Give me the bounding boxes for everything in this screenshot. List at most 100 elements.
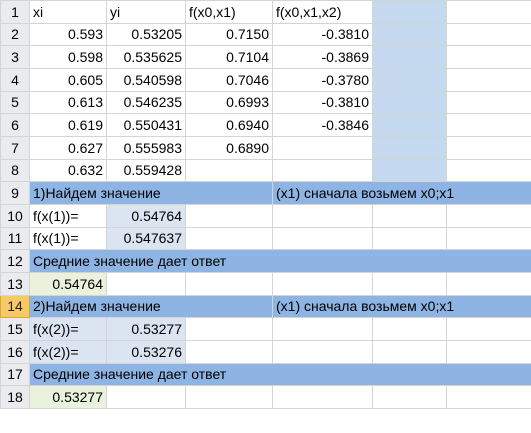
row-header[interactable]: 11	[0, 226, 30, 251]
cell-b15[interactable]: 0.53277	[106, 317, 186, 341]
cell-f15[interactable]	[446, 317, 531, 341]
cell-c11[interactable]	[185, 226, 273, 251]
cell-f16[interactable]	[446, 339, 531, 364]
cell-b8[interactable]: 0.559428	[106, 158, 186, 183]
cell-d16[interactable]	[272, 339, 373, 364]
row-header[interactable]: 2	[0, 22, 30, 47]
row-header[interactable]: 4	[0, 67, 30, 92]
cell-e8[interactable]	[372, 158, 447, 183]
cell-d18[interactable]	[272, 385, 373, 409]
cell-e2[interactable]	[372, 22, 447, 47]
cell-a2[interactable]: 0.593	[29, 22, 107, 47]
cell-a8[interactable]: 0.632	[29, 158, 107, 183]
cell-c18[interactable]	[185, 385, 273, 409]
row-header[interactable]: 3	[0, 45, 30, 69]
cell-e4[interactable]	[372, 67, 447, 92]
cell-c4[interactable]: 0.7046	[185, 67, 273, 92]
cell-e6[interactable]	[372, 113, 447, 137]
average-label-1[interactable]: Средние значение дает ответ	[29, 249, 531, 273]
cell-e16[interactable]	[372, 339, 447, 364]
cell-c15[interactable]	[185, 317, 273, 341]
cell-e13[interactable]	[372, 271, 447, 296]
cell-a5[interactable]: 0.613	[29, 90, 107, 115]
section-title-2[interactable]: 2)Найдем значение	[29, 294, 273, 319]
cell-d15[interactable]	[272, 317, 373, 341]
cell-a11[interactable]: f(x(1))=	[29, 226, 107, 251]
cell-c2[interactable]: 0.7150	[185, 22, 273, 47]
cell-a3[interactable]: 0.598	[29, 45, 107, 69]
cell-b18[interactable]	[106, 385, 186, 409]
row-header[interactable]: 12	[0, 249, 30, 273]
cell-b3[interactable]: 0.535625	[106, 45, 186, 69]
cell-a7[interactable]: 0.627	[29, 135, 107, 160]
cell-c13[interactable]	[185, 271, 273, 296]
cell-f2[interactable]	[446, 22, 531, 47]
cell-d13[interactable]	[272, 271, 373, 296]
cell-c3[interactable]: 0.7104	[185, 45, 273, 69]
row-header[interactable]: 1	[0, 0, 30, 24]
cell-b2[interactable]: 0.53205	[106, 22, 186, 47]
answer-cell-1[interactable]: 0.54764	[29, 271, 107, 296]
section-note-2[interactable]: (x1) сначала возьмем x0;x1	[272, 294, 531, 319]
row-header[interactable]: 9	[0, 181, 30, 205]
cell-d11[interactable]	[272, 226, 373, 251]
cell-a6[interactable]: 0.619	[29, 113, 107, 137]
row-header[interactable]: 17	[0, 362, 30, 387]
row-header-active[interactable]: 14	[0, 294, 30, 319]
cell-f6[interactable]	[446, 113, 531, 137]
cell-d6[interactable]: -0.3846	[272, 113, 373, 137]
cell-f1[interactable]	[446, 0, 531, 24]
cell-b4[interactable]: 0.540598	[106, 67, 186, 92]
cell-c6[interactable]: 0.6940	[185, 113, 273, 137]
cell-d2[interactable]: -0.3810	[272, 22, 373, 47]
section-title-1[interactable]: 1)Найдем значение	[29, 181, 273, 205]
cell-d5[interactable]: -0.3810	[272, 90, 373, 115]
cell-f10[interactable]	[446, 203, 531, 228]
cell-b10[interactable]: 0.54764	[106, 203, 186, 228]
cell-a10[interactable]: f(x(1))=	[29, 203, 107, 228]
cell-a16[interactable]: f(x(2))=	[29, 339, 107, 364]
cell-c1[interactable]: f(x0,x1)	[185, 0, 273, 24]
row-header[interactable]: 16	[0, 339, 30, 364]
cell-c10[interactable]	[185, 203, 273, 228]
cell-a1[interactable]: xi	[29, 0, 107, 24]
cell-f7[interactable]	[446, 135, 531, 160]
cell-f3[interactable]	[446, 45, 531, 69]
cell-e3[interactable]	[372, 45, 447, 69]
answer-cell-2[interactable]: 0.53277	[29, 385, 107, 409]
row-header[interactable]: 13	[0, 271, 30, 296]
cell-f8[interactable]	[446, 158, 531, 183]
row-header[interactable]: 6	[0, 113, 30, 137]
cell-e10[interactable]	[372, 203, 447, 228]
cell-b11[interactable]: 0.547637	[106, 226, 186, 251]
cell-e15[interactable]	[372, 317, 447, 341]
row-header[interactable]: 18	[0, 385, 30, 409]
cell-f4[interactable]	[446, 67, 531, 92]
cell-b1[interactable]: yi	[106, 0, 186, 24]
cell-c16[interactable]	[185, 339, 273, 364]
cell-e5[interactable]	[372, 90, 447, 115]
row-header[interactable]: 7	[0, 135, 30, 160]
cell-d1[interactable]: f(x0,x1,x2)	[272, 0, 373, 24]
section-note-1[interactable]: (x1) сначала возьмем x0;x1	[272, 181, 531, 205]
cell-f11[interactable]	[446, 226, 531, 251]
cell-e1[interactable]	[372, 0, 447, 24]
cell-a4[interactable]: 0.605	[29, 67, 107, 92]
cell-d10[interactable]	[272, 203, 373, 228]
cell-a15[interactable]: f(x(2))=	[29, 317, 107, 341]
cell-d4[interactable]: -0.3780	[272, 67, 373, 92]
cell-b13[interactable]	[106, 271, 186, 296]
row-header[interactable]: 8	[0, 158, 30, 183]
cell-e11[interactable]	[372, 226, 447, 251]
cell-f5[interactable]	[446, 90, 531, 115]
row-header[interactable]: 15	[0, 317, 30, 341]
cell-c5[interactable]: 0.6993	[185, 90, 273, 115]
average-label-2[interactable]: Средние значение дает ответ	[29, 362, 531, 387]
row-header[interactable]: 5	[0, 90, 30, 115]
cell-b5[interactable]: 0.546235	[106, 90, 186, 115]
cell-f13[interactable]	[446, 271, 531, 296]
cell-e18[interactable]	[372, 385, 447, 409]
row-header[interactable]: 10	[0, 203, 30, 228]
cell-f18[interactable]	[446, 385, 531, 409]
cell-b16[interactable]: 0.53276	[106, 339, 186, 364]
